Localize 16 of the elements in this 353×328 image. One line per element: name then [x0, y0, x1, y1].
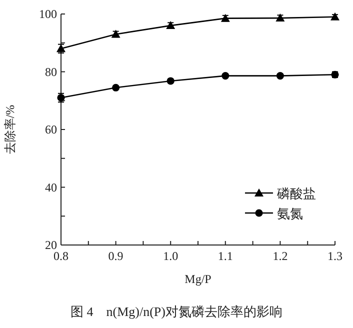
y-tick-label: 80	[45, 64, 57, 79]
caption: 图 4 n(Mg)/n(P)对氮磷去除率的影响	[70, 304, 282, 319]
y-tick-label: 20	[45, 238, 57, 252]
legend-label: 磷酸盐	[276, 186, 316, 201]
y-tick-label: 60	[45, 122, 57, 136]
x-tick-label: 1.1	[218, 249, 233, 263]
y-tick-label: 40	[45, 180, 57, 194]
x-tick-label: 0.9	[108, 249, 124, 263]
y-axis-title: 去除率/%	[3, 104, 17, 154]
x-tick-label: 1.0	[163, 249, 178, 263]
x-axis-title: Mg/P	[184, 272, 212, 286]
x-tick-label: 1.3	[328, 249, 342, 263]
y-tick-label: 100	[39, 7, 57, 21]
x-tick-label: 1.2	[272, 249, 288, 263]
legend-label: 氨氮	[277, 206, 303, 221]
x-tick-label: 0.8	[54, 249, 68, 263]
